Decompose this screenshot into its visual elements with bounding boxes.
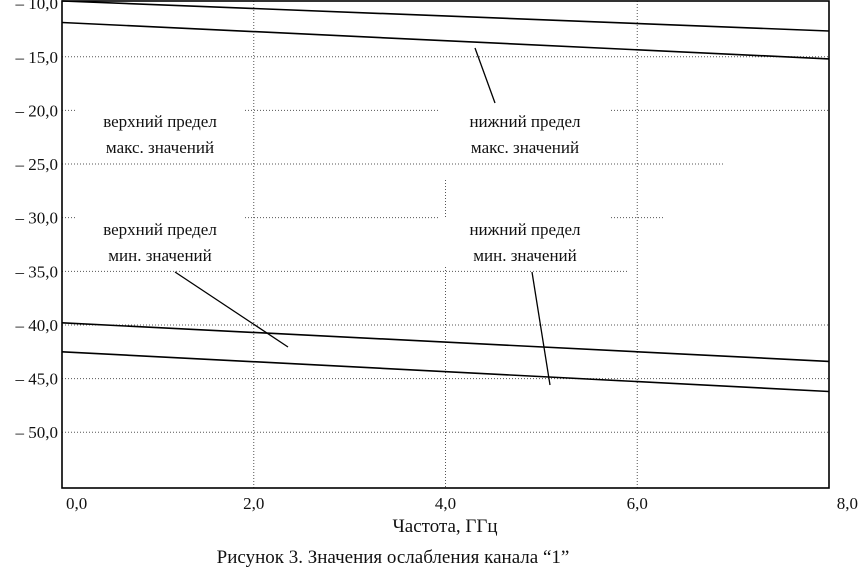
annotation-leader: [474, 47, 496, 104]
annotation-text: нижний предел: [469, 220, 581, 239]
series-lines: [61, 0, 830, 393]
annotations: верхний предел макс. значений нижний преде…: [75, 109, 610, 265]
y-tick-label: – 50,0: [15, 423, 59, 442]
annotation-background: [440, 109, 610, 157]
y-tick-label: – 35,0: [15, 262, 59, 281]
x-tick-label: 4,0: [435, 494, 456, 513]
annotation-text: мин. значений: [473, 246, 577, 265]
y-tick-label: – 30,0: [15, 209, 59, 228]
annotation-leaders: [174, 47, 551, 386]
y-tick-label: – 15,0: [15, 48, 59, 67]
series-line: [61, 322, 830, 363]
x-tick-label: 6,0: [627, 494, 648, 513]
y-tick-label: – 10,0: [15, 0, 59, 13]
annotation-text: верхний предел: [103, 220, 217, 239]
y-tick-label: – 40,0: [15, 316, 59, 335]
x-tick-labels: 0,0 2,0 4,0 6,0 8,0: [66, 494, 858, 513]
plot-frame: [61, 0, 830, 489]
annotation-text: нижний предел: [469, 112, 581, 131]
annotation-background: [440, 217, 610, 265]
annotation-leader: [174, 271, 289, 348]
figure-caption: Рисунок 3. Значения ослабления канала “1…: [217, 547, 570, 568]
x-tick-label: 0,0: [66, 494, 87, 513]
y-tick-label: – 20,0: [15, 101, 59, 120]
annotation-text: макс. значений: [106, 138, 214, 157]
y-tick-label: – 45,0: [15, 370, 59, 389]
x-axis-title: Частота, ГГц: [392, 516, 497, 537]
annotation-background: [75, 109, 245, 157]
annotation-text: макс. значений: [471, 138, 579, 157]
x-tick-label: 8,0: [837, 494, 858, 513]
y-tick-label: – 25,0: [15, 155, 59, 174]
annotation-text: мин. значений: [108, 246, 212, 265]
annotation-text: верхний предел: [103, 112, 217, 131]
series-line: [61, 351, 830, 393]
annotation-leader: [531, 271, 551, 386]
y-tick-labels: – 10,0 – 15,0 – 20,0 – 25,0 – 30,0 – 35,0 – 40…: [15, 0, 59, 442]
series-line: [61, 21, 830, 60]
series-line: [61, 0, 830, 32]
x-tick-label: 2,0: [243, 494, 264, 513]
annotation-background: [75, 217, 245, 265]
